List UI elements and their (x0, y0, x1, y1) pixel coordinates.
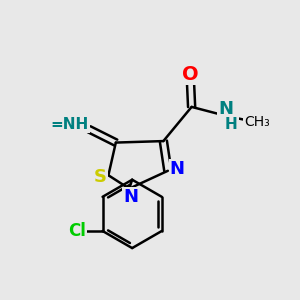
Text: O: O (182, 65, 198, 84)
Text: N: N (123, 188, 138, 206)
Text: H: H (225, 117, 238, 132)
Text: N: N (170, 160, 185, 178)
Text: S: S (94, 168, 106, 186)
Text: =NH: =NH (51, 117, 89, 132)
Text: Cl: Cl (68, 222, 86, 240)
Text: N: N (218, 100, 233, 118)
Text: CH₃: CH₃ (244, 115, 270, 129)
